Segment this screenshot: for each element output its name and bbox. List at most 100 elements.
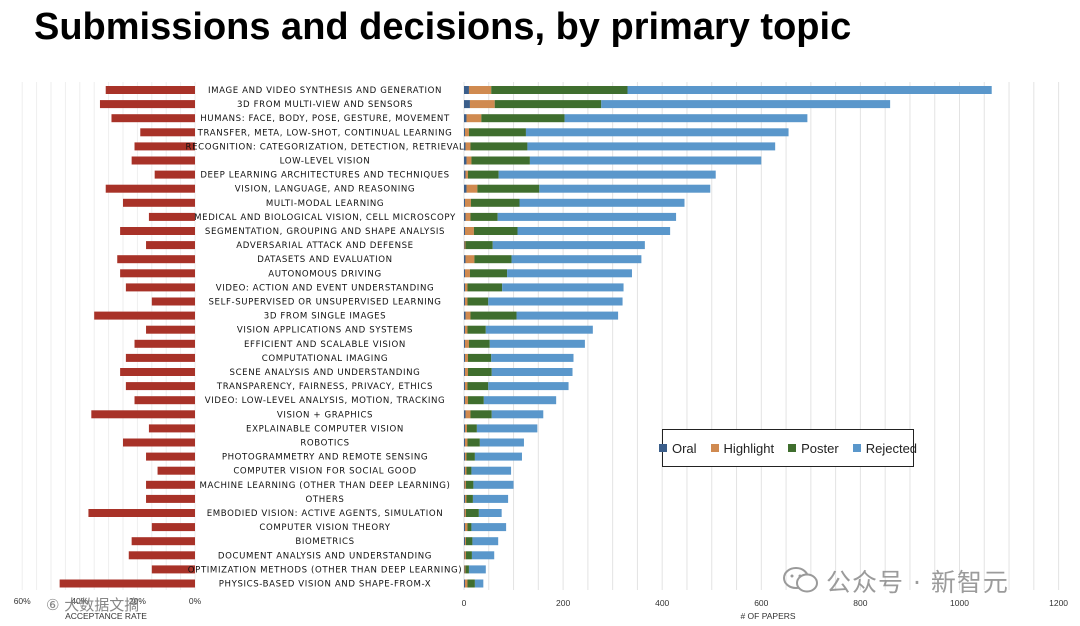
acceptance-rate-bar xyxy=(131,156,195,165)
bar-highlight xyxy=(464,269,470,278)
acceptance-rate-bar xyxy=(131,537,195,546)
bar-oral xyxy=(464,466,465,475)
bar-oral xyxy=(464,142,466,151)
bar-rejected xyxy=(498,170,716,179)
topic-label: ROBOTICS xyxy=(300,439,349,449)
x-axis-label: # OF PAPERS xyxy=(740,611,795,621)
chart-legend: Oral Highlight Poster Rejected xyxy=(658,429,917,467)
bar-oral xyxy=(464,86,469,94)
bar-poster xyxy=(473,227,518,235)
bar-rejected xyxy=(527,142,776,151)
bar-rejected xyxy=(491,368,573,376)
acceptance-rate-bars xyxy=(59,86,195,588)
bar-poster xyxy=(467,523,472,532)
topic-label: MACHINE LEARNING (OTHER THAN DEEP LEARNI… xyxy=(200,481,451,491)
bar-highlight xyxy=(464,368,468,376)
acceptance-rate-bar xyxy=(146,494,195,503)
bar-oral xyxy=(464,227,465,235)
acceptance-rate-bar xyxy=(120,368,195,376)
bar-rejected xyxy=(479,438,524,447)
bar-highlight xyxy=(465,255,475,264)
bar-poster xyxy=(470,142,528,151)
bar-oral xyxy=(464,212,466,221)
bar-poster xyxy=(467,353,492,362)
accept-tick-label: 0% xyxy=(189,596,202,606)
topic-label: VIDEO: LOW-LEVEL ANALYSIS, MOTION, TRACK… xyxy=(205,396,446,406)
bar-rejected xyxy=(472,494,509,503)
page-title: Submissions and decisions, by primary to… xyxy=(34,6,852,48)
bar-highlight xyxy=(464,523,468,532)
bar-poster xyxy=(494,100,602,109)
bar-rejected xyxy=(502,283,624,292)
legend-swatch-oral xyxy=(658,444,667,452)
bar-highlight xyxy=(464,424,467,433)
topic-labels: IMAGE AND VIDEO SYNTHESIS AND GENERATION… xyxy=(186,86,465,590)
bar-oral xyxy=(464,184,467,193)
acceptance-rate-bar xyxy=(111,114,195,123)
x-tick-label: 1200 xyxy=(1049,598,1068,608)
accept-tick-label: 60% xyxy=(14,596,31,606)
bar-poster xyxy=(465,509,479,517)
legend-label-poster: Poster xyxy=(801,440,839,456)
bar-oral xyxy=(464,523,465,532)
bar-highlight xyxy=(466,156,472,165)
bar-poster xyxy=(467,297,489,306)
bar-poster xyxy=(491,86,628,94)
topic-label: RECOGNITION: CATEGORIZATION, DETECTION, … xyxy=(186,142,465,152)
topic-label: PHOTOGRAMMETRY AND REMOTE SENSING xyxy=(222,453,428,463)
bar-oral xyxy=(464,368,465,376)
acceptance-rate-bar xyxy=(91,410,195,419)
bar-rejected xyxy=(525,128,789,137)
acceptance-rate-bar xyxy=(123,198,195,207)
bar-rejected xyxy=(472,537,499,546)
bar-highlight xyxy=(466,114,482,123)
x-tick-label: 800 xyxy=(853,598,867,608)
acceptance-rate-bar xyxy=(94,311,195,320)
x-tick-label: 200 xyxy=(556,598,570,608)
bar-oral xyxy=(464,410,466,419)
paper-count-bars xyxy=(464,86,992,588)
bar-highlight xyxy=(466,184,478,193)
bar-poster xyxy=(470,311,517,320)
bar-rejected xyxy=(601,100,891,109)
bar-rejected xyxy=(478,509,502,517)
legend-swatch-highlight xyxy=(710,444,719,452)
topic-label: COMPUTER VISION FOR SOCIAL GOOD xyxy=(233,467,416,477)
bar-rejected xyxy=(492,241,645,250)
topic-label: 3D FROM SINGLE IMAGES xyxy=(264,312,387,322)
bar-oral xyxy=(464,579,465,588)
acceptance-rate-bar xyxy=(88,509,195,517)
acceptance-rate-bar xyxy=(120,269,195,278)
bar-highlight xyxy=(464,509,466,517)
acceptance-rate-bar xyxy=(125,353,195,362)
x-tick-label: 1000 xyxy=(950,598,969,608)
acceptance-rate-bar xyxy=(99,100,195,109)
bar-rejected xyxy=(516,311,619,320)
bar-poster xyxy=(465,480,474,489)
acceptance-rate-bar xyxy=(125,283,195,292)
bar-highlight xyxy=(464,339,469,348)
bar-highlight xyxy=(465,170,468,179)
bar-poster xyxy=(470,212,498,221)
bar-rejected xyxy=(539,184,711,193)
bar-oral xyxy=(464,156,467,165)
x-tick-label: 400 xyxy=(655,598,669,608)
bar-highlight xyxy=(465,410,471,419)
topic-label: EXPLAINABLE COMPUTER VISION xyxy=(246,424,404,434)
bar-highlight xyxy=(464,325,468,334)
acceptance-rate-bar xyxy=(59,579,195,588)
bar-highlight xyxy=(464,241,466,250)
acceptance-rate-bar xyxy=(148,212,195,221)
acceptance-rate-bar xyxy=(134,396,195,405)
acceptance-rate-bar xyxy=(123,438,195,447)
topic-label: DEEP LEARNING ARCHITECTURES AND TECHNIQU… xyxy=(200,171,449,181)
topic-label: EMBODIED VISION: ACTIVE AGENTS, SIMULATI… xyxy=(207,509,444,519)
bar-rejected xyxy=(471,466,512,475)
acceptance-rate-bar xyxy=(151,297,195,306)
bar-highlight xyxy=(464,565,466,574)
acceptance-rate-bar xyxy=(140,128,195,137)
bar-oral xyxy=(464,170,466,179)
acceptance-rate-bar xyxy=(128,551,195,560)
bar-rejected xyxy=(489,339,585,348)
